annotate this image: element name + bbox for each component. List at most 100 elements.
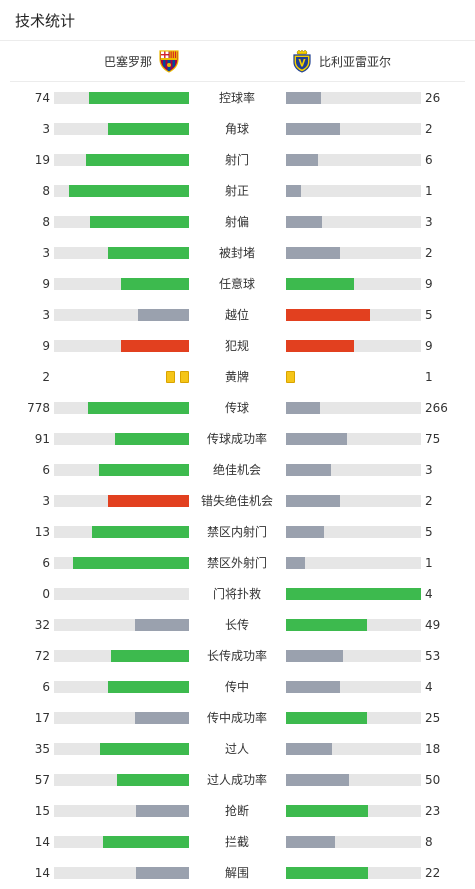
home-team[interactable]: 巴塞罗那	[104, 41, 180, 81]
home-yellow-cards	[166, 371, 189, 383]
away-stat-bar	[286, 433, 421, 445]
stat-row: 6 传中 4	[0, 672, 475, 703]
home-stat-value: 6	[42, 680, 50, 694]
home-stat-bar-fill	[136, 867, 189, 879]
stat-label: 传中	[224, 680, 249, 694]
away-stat-bar-fill	[286, 526, 324, 538]
away-stat-value: 26	[425, 91, 441, 105]
away-stat-bar-fill	[286, 867, 368, 879]
away-stat-bar	[286, 619, 421, 631]
away-stat-value: 4	[425, 587, 433, 601]
stat-label: 抢断	[224, 804, 249, 818]
home-stat-bar-fill	[111, 650, 189, 662]
away-stat-bar-fill	[286, 836, 335, 848]
stat-label: 控球率	[218, 91, 255, 105]
stat-row: 74 控球率 26	[0, 83, 475, 114]
home-stat-value: 0	[42, 587, 50, 601]
stat-row: 3 被封堵 2	[0, 238, 475, 269]
away-stat-bar	[286, 154, 421, 166]
stat-row: 35 过人 18	[0, 734, 475, 765]
home-stat-bar	[54, 340, 189, 352]
page-header: 技术统计	[0, 0, 475, 41]
home-stat-bar	[54, 743, 189, 755]
away-stat-bar-fill	[286, 805, 368, 817]
home-stat-bar	[54, 650, 189, 662]
yellow-card-icon	[180, 371, 189, 383]
home-stat-bar-fill	[138, 309, 189, 321]
away-stat-bar	[286, 836, 421, 848]
home-stat-bar	[54, 495, 189, 507]
away-stat-value: 9	[425, 339, 433, 353]
home-stat-value: 14	[34, 866, 50, 880]
away-stat-value: 2	[425, 494, 433, 508]
away-stat-bar-fill	[286, 216, 322, 228]
fc-barcelona-crest-icon	[158, 49, 180, 73]
home-stat-value: 15	[34, 804, 50, 818]
stat-label: 越位	[224, 308, 249, 322]
home-stat-value: 3	[42, 308, 50, 322]
stat-label: 禁区内射门	[206, 525, 267, 539]
home-stat-bar-fill	[121, 340, 189, 352]
home-stat-value: 3	[42, 122, 50, 136]
away-stat-bar-fill	[286, 712, 367, 724]
away-team[interactable]: 比利亚雷亚尔	[291, 41, 391, 81]
stat-row: 19 射门 6	[0, 145, 475, 176]
away-stat-bar	[286, 464, 421, 476]
stat-row: 15 抢断 23	[0, 796, 475, 827]
stat-label: 门将扑救	[212, 587, 261, 601]
home-stat-value: 91	[34, 432, 50, 446]
stat-label: 长传	[224, 618, 249, 632]
home-stat-value: 74	[34, 91, 50, 105]
home-stat-value: 14	[34, 835, 50, 849]
home-stat-bar-fill	[108, 247, 189, 259]
away-stat-bar-fill	[286, 650, 343, 662]
stat-label: 射正	[224, 184, 249, 198]
stat-row: 3 错失绝佳机会 2	[0, 486, 475, 517]
away-stat-bar	[286, 123, 421, 135]
away-stat-bar	[286, 681, 421, 693]
home-stat-bar	[54, 557, 189, 569]
stat-row: 6 绝佳机会 3	[0, 455, 475, 486]
stat-label: 拦截	[224, 835, 249, 849]
away-stat-bar-fill	[286, 681, 340, 693]
yellow-card-icon	[166, 371, 175, 383]
stat-row: 17 传中成功率 25	[0, 703, 475, 734]
stat-row: 778 传球 266	[0, 393, 475, 424]
stat-label: 传中成功率	[206, 711, 267, 725]
home-stat-value: 3	[42, 246, 50, 260]
home-stat-bar	[54, 619, 189, 631]
stat-label: 过人	[224, 742, 249, 756]
home-stat-bar-fill	[89, 92, 189, 104]
home-stat-bar-fill	[135, 619, 189, 631]
stat-row: 14 拦截 8	[0, 827, 475, 858]
away-stat-value: 2	[425, 122, 433, 136]
home-stat-value: 72	[34, 649, 50, 663]
home-stat-bar-fill	[99, 464, 189, 476]
away-stat-bar	[286, 92, 421, 104]
home-stat-bar-fill	[88, 402, 189, 414]
away-stat-bar-fill	[286, 309, 370, 321]
away-stat-value: 1	[425, 556, 433, 570]
stat-label: 传球成功率	[206, 432, 267, 446]
stat-row: 3 角球 2	[0, 114, 475, 145]
stat-label: 射偏	[224, 215, 249, 229]
home-stat-bar-fill	[108, 681, 189, 693]
stat-row: 32 长传 49	[0, 610, 475, 641]
stat-label: 角球	[224, 122, 249, 136]
stat-label: 被封堵	[218, 246, 255, 260]
away-stat-bar-fill	[286, 247, 340, 259]
away-stat-bar	[286, 743, 421, 755]
home-stat-bar-fill	[108, 123, 189, 135]
away-stat-bar-fill	[286, 588, 421, 600]
stat-label: 黄牌	[224, 370, 249, 384]
away-stat-value: 6	[425, 153, 433, 167]
away-stat-bar-fill	[286, 154, 318, 166]
home-team-name: 巴塞罗那	[103, 54, 152, 69]
away-stat-bar	[286, 557, 421, 569]
yellow-card-icon	[286, 371, 295, 383]
villarreal-crest-icon	[291, 49, 313, 73]
home-stat-value: 778	[27, 401, 50, 415]
away-stat-bar	[286, 774, 421, 786]
stat-label: 传球	[224, 401, 249, 415]
stat-row: 2 黄牌 1	[0, 362, 475, 393]
